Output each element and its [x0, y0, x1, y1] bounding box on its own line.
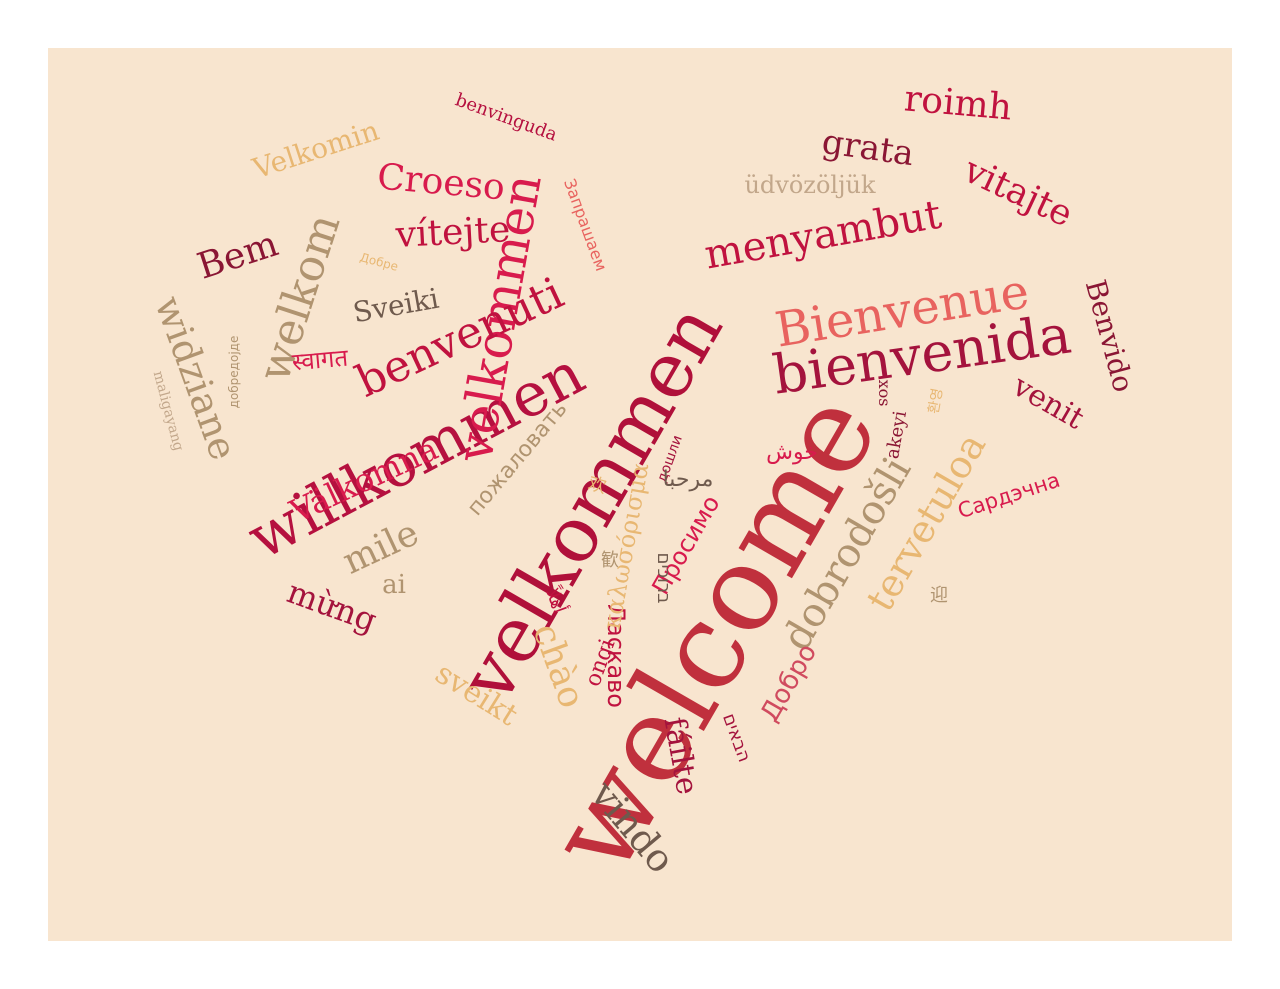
word-udvozoljuk: üdvözöljük [744, 171, 876, 199]
word-kan: 歓 [601, 550, 619, 571]
word-swagat: स्वागत [290, 343, 350, 377]
word-vitejte: vítejte [394, 209, 512, 256]
word-marhaba: مرحبا [662, 467, 714, 492]
word-hwanyeong: 환영 [925, 386, 947, 416]
word-roimh: roimh [902, 78, 1014, 129]
word-xos: xos [875, 379, 894, 407]
word-bruchim: ברוכים [653, 552, 674, 604]
word-ying: 迎 [930, 585, 948, 606]
word-khosh: خوش [766, 440, 818, 465]
heart-shape-hint [159, 195, 1094, 878]
word-dobredojde: добредојде [227, 335, 241, 409]
heart-word-cloud [159, 195, 1094, 878]
word-ai: ai [382, 570, 406, 600]
word-cloud-image: welcome velkommen willkommen bienvenida … [48, 48, 1232, 941]
